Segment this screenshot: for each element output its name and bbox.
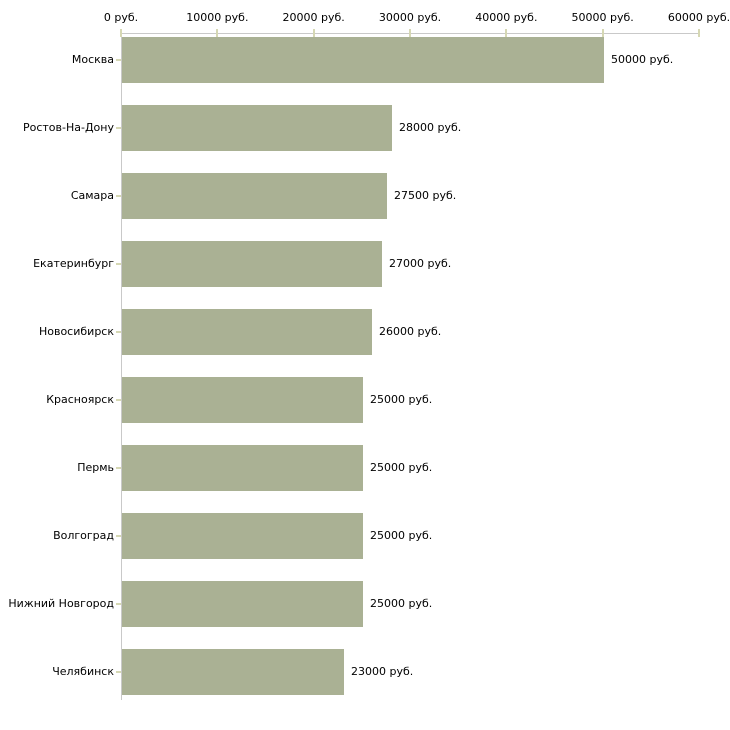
- category-label: Красноярск: [46, 393, 114, 406]
- x-axis-tick-label: 60000 руб.: [667, 11, 730, 24]
- x-axis-tick-label: 10000 руб.: [186, 11, 249, 24]
- value-label: 28000 руб.: [399, 121, 462, 134]
- x-axis-tick: [216, 29, 219, 37]
- bar-4: [122, 241, 382, 287]
- x-axis-tick: [409, 29, 411, 37]
- value-label: 27500 руб.: [394, 189, 457, 202]
- value-label: 27000 руб.: [389, 257, 452, 270]
- x-axis-tick-label: 40000 руб.: [475, 11, 538, 24]
- category-label: Самара: [70, 189, 114, 202]
- category-label: Москва: [71, 53, 114, 66]
- y-axis-tick: [116, 331, 121, 333]
- bar-3: [122, 173, 387, 219]
- bar-6: [122, 377, 363, 423]
- value-label: 50000 руб.: [611, 53, 674, 66]
- y-axis-tick: [116, 467, 121, 469]
- category-label: Новосибирск: [38, 325, 114, 338]
- x-axis-tick: [698, 29, 700, 37]
- y-axis-tick: [116, 195, 121, 197]
- value-label: 25000 руб.: [370, 597, 433, 610]
- category-label: Нижний Новгород: [8, 597, 114, 610]
- category-label: Пермь: [77, 461, 114, 474]
- bar-8: [122, 513, 363, 559]
- bar-1: [122, 37, 604, 83]
- y-axis-tick: [116, 671, 121, 673]
- x-axis-tick: [601, 29, 604, 37]
- value-label: 26000 руб.: [379, 325, 442, 338]
- x-axis-tick-label: 20000 руб.: [282, 11, 345, 24]
- bar-7: [122, 445, 363, 491]
- category-label: Волгоград: [53, 529, 114, 542]
- y-axis-tick: [116, 59, 121, 61]
- bar-10: [122, 649, 344, 695]
- bar-5: [122, 309, 372, 355]
- y-axis-tick: [116, 535, 121, 537]
- y-axis-tick: [116, 263, 121, 265]
- category-label: Челябинск: [52, 665, 114, 678]
- value-label: 25000 руб.: [370, 529, 433, 542]
- x-axis-tick-label: 0 руб.: [103, 11, 139, 24]
- y-axis-line: [121, 33, 122, 700]
- x-axis-tick: [505, 29, 508, 37]
- category-label: Екатеринбург: [33, 257, 114, 270]
- y-axis-tick: [116, 399, 121, 401]
- value-label: 23000 руб.: [351, 665, 414, 678]
- value-label: 25000 руб.: [370, 393, 433, 406]
- category-label: Ростов-На-Дону: [22, 121, 114, 134]
- bar-2: [122, 105, 392, 151]
- y-axis-tick: [116, 603, 121, 605]
- y-axis-tick: [116, 127, 121, 129]
- x-axis-tick: [312, 29, 315, 37]
- x-axis-tick: [120, 29, 122, 37]
- x-axis-tick-label: 30000 руб.: [378, 11, 442, 24]
- value-label: 25000 руб.: [370, 461, 433, 474]
- bar-9: [122, 581, 363, 627]
- x-axis-tick-label: 50000 руб.: [571, 11, 634, 24]
